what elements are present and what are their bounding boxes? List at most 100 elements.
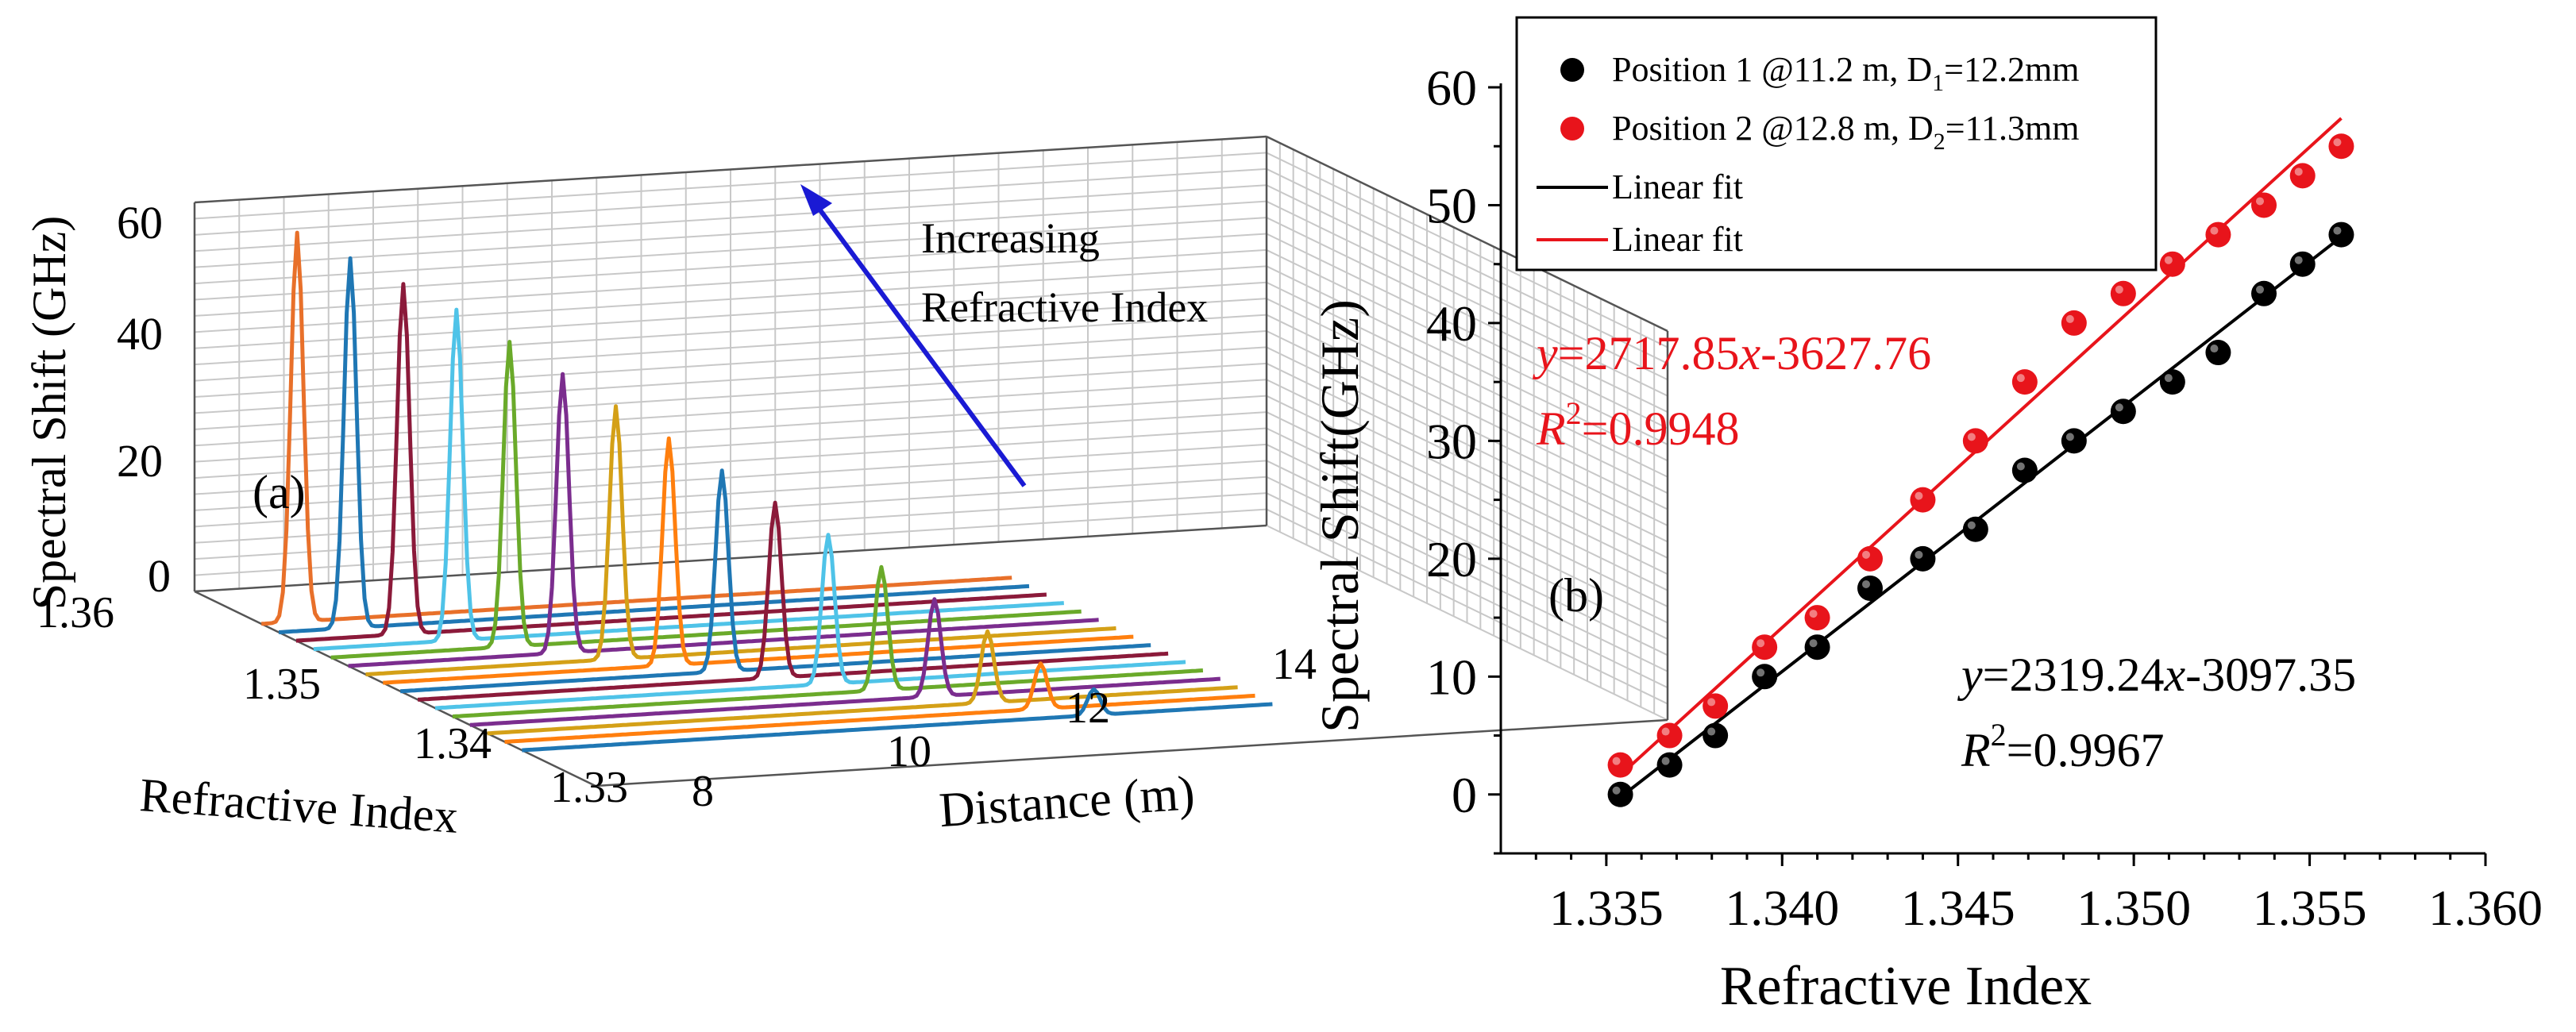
z-tick-60: 60: [117, 197, 163, 248]
data-point-position1: [1752, 664, 1778, 690]
fit-r2-black: R2=0.9967: [1961, 717, 2165, 776]
annotation-arrow: [809, 197, 1027, 487]
legend-entry-fit-black: Linear fit: [1612, 168, 1743, 206]
legend-box: [1515, 16, 2158, 271]
panel-a-frame-edge: [595, 718, 1668, 787]
data-point-position2: [1910, 487, 1936, 513]
data-point-position2: [2289, 163, 2316, 189]
data-point-highlight: [1612, 786, 1621, 795]
y-tick-1.35: 1.35: [243, 660, 321, 709]
panel-a-label: (a): [253, 466, 306, 518]
y-tick-label-b: 30: [1426, 413, 1477, 469]
data-point-position2: [1703, 693, 1729, 719]
z-axis-label: Spectral Shift (GHz): [23, 216, 75, 610]
data-point-position2: [2061, 310, 2087, 336]
spectrum-trace: [330, 340, 1082, 660]
x-tick-label-b: 1.355: [2253, 880, 2367, 936]
panel-a-3d-waterfall: 60 40 20 0 Spectral Shift (GHz) 1.36 1.3…: [23, 135, 1669, 843]
data-point-highlight: [2115, 403, 2123, 412]
panel-a-spectra: [261, 230, 1273, 753]
data-point-position2: [1857, 545, 1883, 572]
data-point-position2: [1656, 722, 1683, 749]
y-axis-label-b: Spectral Shift(GHz): [1309, 299, 1370, 733]
x-tick-10: 10: [887, 727, 931, 776]
y-tick-1.33: 1.33: [550, 763, 628, 812]
data-point-position2: [1804, 605, 1830, 631]
y-tick-label-b: 60: [1426, 60, 1477, 116]
data-point-highlight: [2294, 256, 2303, 264]
spectrum-trace: [383, 436, 1134, 685]
z-tick-0: 0: [148, 550, 171, 602]
data-point-highlight: [1757, 668, 1765, 677]
spectrum-trace: [417, 500, 1169, 702]
data-point-position1: [1962, 516, 1988, 542]
y-tick-label-b: 10: [1426, 649, 1477, 705]
data-point-highlight: [1915, 491, 1923, 500]
spectrum-trace: [348, 372, 1099, 668]
data-point-highlight: [2256, 197, 2264, 206]
data-point-highlight: [1757, 639, 1765, 648]
x-tick-14: 14: [1272, 640, 1317, 689]
data-point-highlight: [2065, 433, 2074, 441]
data-point-position1: [2110, 399, 2136, 425]
spectrum-trace: [469, 597, 1221, 727]
data-point-highlight: [2333, 226, 2342, 235]
panel-a-x-ticks: 8 10 12 14: [692, 640, 1317, 816]
data-point-position1: [2011, 457, 2038, 483]
legend-entry-fit-red: Linear fit: [1612, 220, 1743, 259]
fit-equation-red: y=2717.85x-3627.76: [1532, 327, 1931, 379]
spectrum-trace: [487, 629, 1238, 736]
data-point-position1: [2159, 369, 2185, 395]
spectrum-trace: [278, 256, 1030, 634]
legend-marker-red: [1560, 117, 1584, 141]
data-point-highlight: [1612, 757, 1621, 765]
x-axis-label: Distance (m): [938, 766, 1197, 838]
y-tick-1.36: 1.36: [37, 588, 114, 637]
z-tick-20: 20: [117, 435, 163, 487]
data-point-highlight: [1707, 698, 1716, 707]
x-tick-12: 12: [1066, 684, 1110, 733]
data-point-highlight: [2065, 314, 2074, 323]
y-tick-1.34: 1.34: [414, 719, 492, 768]
x-tick-8: 8: [692, 767, 714, 816]
data-point-highlight: [1707, 727, 1716, 736]
legend-entry-position1: Position 1 @11.2 m, D1=12.2mm: [1612, 50, 2079, 96]
panel-a-y-ticks: 1.36 1.35 1.34 1.33: [37, 588, 628, 812]
data-point-highlight: [1809, 639, 1818, 648]
panel-a-frame-edge: [1266, 135, 1668, 333]
data-point-highlight: [1809, 610, 1818, 618]
data-point-position1: [1703, 722, 1729, 749]
annotation-arrowhead: [800, 184, 832, 216]
spectrum-trace: [434, 533, 1186, 710]
data-point-highlight: [2294, 168, 2303, 176]
fit-r2-red: R2=0.9948: [1536, 395, 1740, 455]
y-tick-label-b: 50: [1426, 177, 1477, 233]
panel-a-frame-edge: [194, 135, 1267, 204]
y-tick-label-b: 20: [1426, 531, 1477, 587]
data-point-position1: [1804, 634, 1830, 660]
y-axis-label: Refractive Index: [138, 768, 460, 843]
data-point-highlight: [1661, 727, 1670, 736]
panel-b-axes: 0 10 20 30 40 50 60 1.335 1.340 1.345 1.350 1.355 1.…: [1426, 60, 2543, 936]
data-point-position2: [2110, 280, 2136, 306]
panel-b-points: [1607, 133, 2354, 807]
data-point-position2: [1607, 752, 1633, 778]
fit-line: [1619, 235, 2343, 799]
panel-b-label: (b): [1548, 569, 1604, 622]
legend: Position 1 @11.2 m, D1=12.2mm Position 2…: [1515, 16, 2158, 271]
spectrum-trace: [400, 468, 1151, 694]
data-point-position2: [2251, 192, 2277, 218]
data-point-position1: [2251, 280, 2277, 306]
annotation-line1: Increasing: [921, 214, 1100, 262]
legend-marker-black: [1560, 58, 1584, 82]
panel-a-frame-edge: [194, 590, 596, 787]
x-axis-label-b: Refractive Index: [1720, 956, 2092, 1017]
data-point-position2: [2205, 221, 2231, 248]
data-point-highlight: [2016, 462, 2025, 471]
data-point-position1: [1857, 575, 1883, 601]
panel-b-scatter: 0 10 20 30 40 50 60 1.335 1.340 1.345 1.350 1.355 1.…: [1309, 16, 2543, 1017]
data-point-position1: [2328, 221, 2354, 248]
x-tick-label-b: 1.345: [1901, 880, 2015, 936]
spectrum-trace: [504, 661, 1255, 744]
